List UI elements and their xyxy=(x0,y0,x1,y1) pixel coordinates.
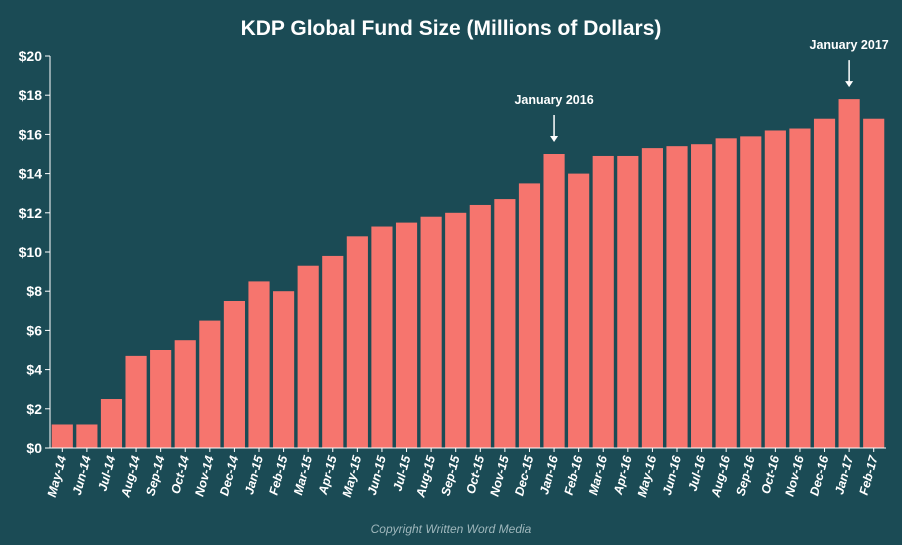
x-tick-label: Oct-15 xyxy=(464,453,488,495)
x-tick-label: Sep-14 xyxy=(143,454,167,497)
bar-jan-15 xyxy=(248,281,270,448)
bars-group xyxy=(51,99,885,449)
bar-nov-16 xyxy=(789,128,811,448)
x-tick-label: Jan-16 xyxy=(537,453,561,496)
bar-jun-16 xyxy=(666,146,688,448)
y-tick-label: $20 xyxy=(19,48,43,64)
bar-oct-14 xyxy=(174,340,196,448)
bar-aug-14 xyxy=(125,355,147,448)
x-tick-label: Nov-14 xyxy=(192,454,216,498)
bar-may-15 xyxy=(346,236,368,448)
y-tick-label: $6 xyxy=(26,322,42,338)
bar-aug-16 xyxy=(715,138,737,448)
y-tick-label: $12 xyxy=(19,205,43,221)
x-tick-label: Oct-14 xyxy=(169,454,193,495)
bar-apr-15 xyxy=(322,255,344,448)
bar-dec-14 xyxy=(223,301,245,448)
bar-oct-15 xyxy=(469,204,491,448)
x-tick-label: Jul-14 xyxy=(95,454,118,493)
x-tick-label: Jun-14 xyxy=(70,454,94,497)
x-tick-label: Sep-15 xyxy=(438,453,462,497)
annotation-label: January 2017 xyxy=(810,38,889,52)
y-tick-label: $4 xyxy=(26,362,42,378)
x-tick-label: Nov-15 xyxy=(487,453,512,498)
x-tick-label: May-14 xyxy=(45,454,70,499)
bar-jan-16 xyxy=(543,154,565,448)
x-tick-label: Apr-16 xyxy=(611,453,635,497)
x-tick-label: Mar-15 xyxy=(291,453,315,497)
x-tick-label: May-16 xyxy=(635,453,660,499)
bar-nov-14 xyxy=(199,320,221,448)
x-tick-label: Nov-16 xyxy=(783,453,808,498)
bar-aug-15 xyxy=(420,216,442,448)
x-tick-label: Aug-16 xyxy=(708,453,733,500)
x-tick-label: Aug-14 xyxy=(118,454,143,500)
bar-dec-16 xyxy=(813,118,836,448)
bar-apr-16 xyxy=(617,155,639,448)
x-tick-label: Oct-16 xyxy=(759,453,783,495)
x-tick-label: Dec-14 xyxy=(217,454,241,497)
y-tick-label: $14 xyxy=(19,166,43,182)
x-tick-label: Jan-17 xyxy=(832,453,856,496)
x-axis: May-14 Jun-14 Jul-14 Aug-14 Sep-14 Oct-14 Nov-… xyxy=(45,447,886,500)
bar-mar-15 xyxy=(297,265,319,448)
annotation-arrowhead xyxy=(550,136,559,142)
y-axis: $0 $2 $4 $6 $8 $10 $12 $14 $16 $18 $20 xyxy=(19,48,51,456)
bar-jul-14 xyxy=(100,399,123,448)
bar-may-14 xyxy=(51,424,73,448)
x-tick-label: May-15 xyxy=(340,453,365,499)
x-tick-label: Mar-16 xyxy=(586,453,610,497)
x-tick-label: Dec-16 xyxy=(807,453,831,497)
x-tick-label: Dec-15 xyxy=(512,453,536,497)
bar-may-16 xyxy=(641,148,663,448)
bar-jun-14 xyxy=(76,424,98,448)
bar-oct-16 xyxy=(764,130,786,449)
annotation-arrowhead xyxy=(845,81,854,88)
x-tick-label: Feb-15 xyxy=(267,453,291,497)
x-tick-label: Feb-16 xyxy=(562,453,586,497)
bar-jul-16 xyxy=(691,144,713,448)
bar-feb-15 xyxy=(273,291,295,448)
bar-sep-16 xyxy=(740,136,762,449)
y-tick-label: $8 xyxy=(26,283,42,299)
annotation-label: January 2016 xyxy=(514,93,593,107)
bar-sep-14 xyxy=(150,350,172,448)
x-tick-label: Jul-16 xyxy=(686,453,709,493)
x-tick-label: Apr-15 xyxy=(316,453,340,497)
x-tick-label: Jun-16 xyxy=(660,453,684,497)
y-tick-label: $2 xyxy=(26,401,42,417)
bar-feb-17 xyxy=(863,118,885,448)
bar-feb-16 xyxy=(568,173,590,448)
x-tick-label: Jan-15 xyxy=(242,453,266,496)
x-tick-label: Feb-17 xyxy=(857,453,881,497)
annotations-group: January 2016 January 2017 xyxy=(514,38,889,142)
x-tick-label: Aug-15 xyxy=(413,453,438,500)
bar-jul-15 xyxy=(395,222,418,448)
bar-dec-15 xyxy=(518,183,541,448)
copyright-footer: Copyright Written Word Media xyxy=(371,522,532,536)
x-tick-label: Jun-15 xyxy=(365,453,389,497)
x-tick-label: Sep-16 xyxy=(734,453,758,497)
x-tick-label: Jul-15 xyxy=(391,453,414,493)
y-tick-label: $0 xyxy=(26,440,42,456)
y-tick-label: $10 xyxy=(19,244,43,260)
bar-sep-15 xyxy=(445,212,467,448)
bar-mar-16 xyxy=(592,155,614,448)
y-tick-label: $16 xyxy=(19,126,43,142)
chart-title: KDP Global Fund Size (Millions of Dollar… xyxy=(241,17,662,40)
y-tick-label: $18 xyxy=(19,87,43,103)
bar-nov-15 xyxy=(494,199,516,448)
bar-jan-17 xyxy=(838,99,860,449)
bar-jun-15 xyxy=(371,226,393,448)
